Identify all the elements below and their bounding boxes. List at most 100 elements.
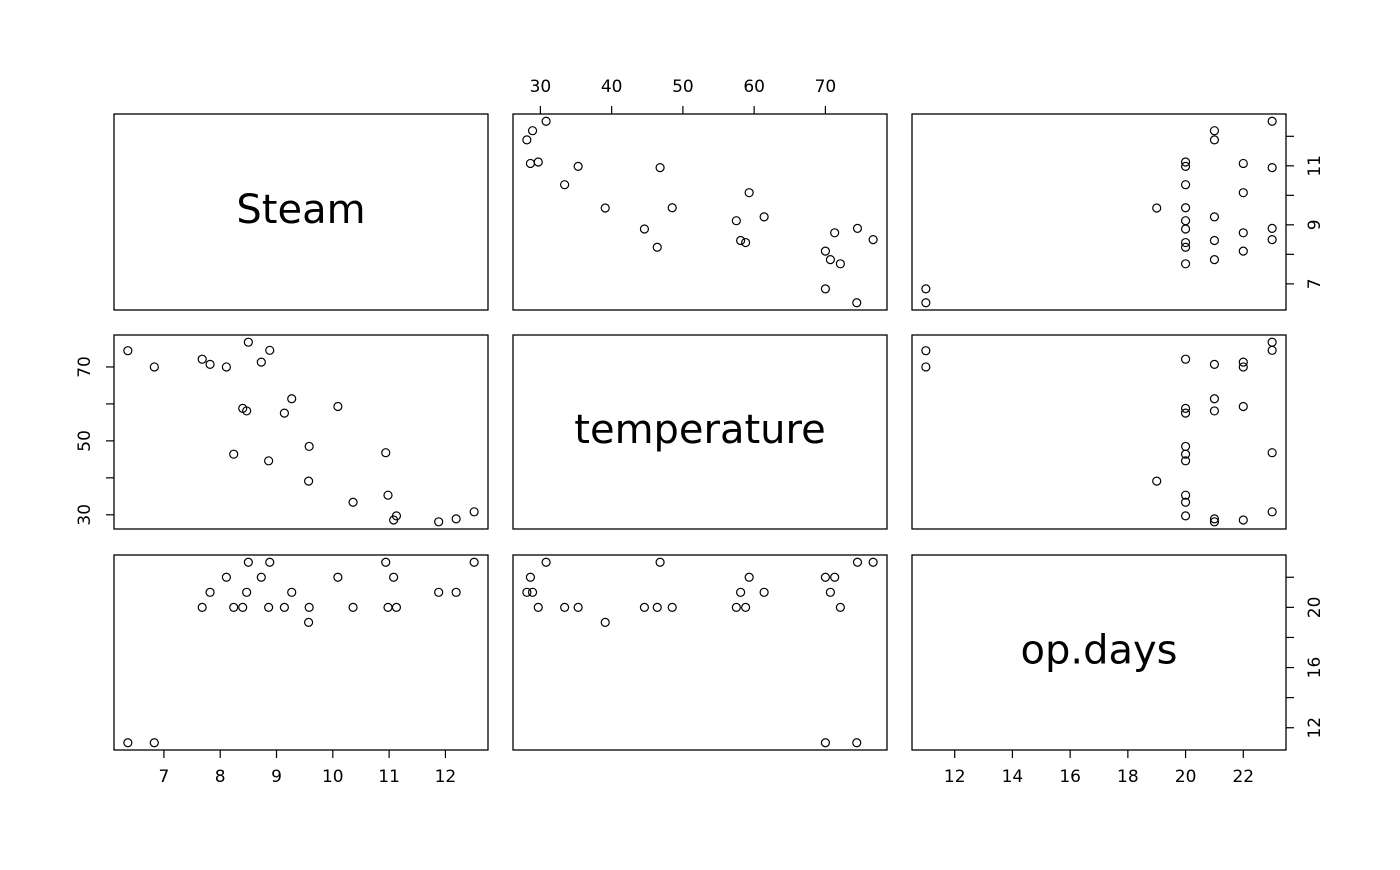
point — [1180, 161, 1191, 172]
variable-label: temperature — [574, 407, 825, 453]
point — [820, 246, 831, 256]
point — [1267, 345, 1277, 355]
panel — [113, 334, 489, 530]
panel — [911, 334, 1287, 530]
x-tick-label: 16 — [1059, 767, 1081, 787]
x-tick-label: 18 — [1117, 767, 1139, 787]
point — [256, 572, 266, 582]
point — [469, 507, 479, 517]
point — [1209, 126, 1220, 136]
point — [304, 476, 314, 486]
point — [1180, 354, 1191, 364]
point — [1180, 511, 1191, 521]
y-tick-label: 30 — [75, 504, 95, 526]
point — [229, 449, 239, 459]
variable-label: Steam — [236, 187, 365, 233]
point — [852, 557, 863, 567]
point — [921, 284, 931, 294]
point — [451, 587, 461, 597]
point — [197, 602, 207, 612]
point — [287, 394, 297, 404]
point — [1238, 188, 1248, 198]
point — [759, 587, 769, 597]
point — [1267, 337, 1277, 347]
point — [533, 157, 543, 167]
x-tick-label: 20 — [1175, 767, 1197, 787]
point — [469, 557, 479, 567]
point — [348, 497, 358, 507]
point — [921, 346, 931, 356]
point — [383, 602, 393, 612]
point — [825, 255, 835, 265]
point — [1209, 359, 1220, 369]
point — [560, 602, 570, 612]
panel — [512, 334, 888, 530]
point — [1238, 515, 1248, 525]
point — [149, 362, 159, 372]
x-tick-label: 30 — [530, 77, 552, 97]
point — [741, 602, 751, 612]
panel — [512, 113, 888, 311]
point — [560, 180, 570, 190]
point — [229, 602, 239, 612]
point — [652, 602, 662, 612]
y-tick-label: 70 — [75, 356, 95, 378]
point — [667, 602, 677, 612]
point — [265, 345, 275, 355]
point — [541, 116, 551, 126]
point — [825, 587, 835, 597]
point — [744, 572, 754, 582]
point — [1180, 216, 1191, 226]
point — [304, 441, 314, 452]
point — [1267, 448, 1277, 458]
point — [573, 161, 583, 172]
point — [541, 557, 551, 567]
x-tick-label: 60 — [743, 77, 765, 97]
point — [1238, 357, 1248, 367]
point — [279, 408, 289, 418]
x-tick-label: 40 — [601, 77, 623, 97]
point — [1209, 406, 1220, 416]
point — [830, 572, 840, 582]
x-tick-label: 22 — [1232, 767, 1254, 787]
y-tick-label: 50 — [75, 430, 95, 452]
point — [243, 557, 253, 567]
x-tick-label: 8 — [215, 767, 226, 787]
point — [304, 602, 314, 612]
point — [242, 406, 252, 416]
x-tick-label: 7 — [158, 767, 169, 787]
x-tick-label: 50 — [672, 77, 694, 97]
point — [1180, 203, 1191, 213]
x-tick-label: 11 — [378, 767, 400, 787]
point — [256, 357, 266, 367]
x-tick-label: 14 — [1002, 767, 1024, 787]
point — [852, 223, 863, 233]
point — [1180, 157, 1191, 167]
point — [744, 188, 754, 198]
point — [1180, 242, 1191, 252]
point — [1238, 228, 1248, 238]
point — [835, 602, 845, 612]
point — [1180, 237, 1191, 248]
point — [1238, 362, 1248, 372]
point — [221, 362, 231, 372]
point — [1180, 456, 1191, 466]
point — [667, 203, 677, 213]
point — [381, 557, 391, 567]
point — [1238, 246, 1248, 256]
y-tick-label: 16 — [1305, 657, 1325, 679]
point — [149, 738, 159, 748]
point — [533, 602, 543, 612]
point — [852, 298, 862, 308]
point — [383, 490, 393, 500]
variable-label: op.days — [1021, 628, 1178, 674]
point — [820, 284, 831, 294]
point — [1152, 476, 1162, 486]
x-tick-label: 12 — [435, 767, 457, 787]
point — [265, 557, 275, 567]
point — [348, 602, 358, 612]
panel — [911, 113, 1287, 311]
panel — [911, 554, 1287, 751]
point — [287, 587, 297, 597]
point — [1238, 401, 1248, 412]
